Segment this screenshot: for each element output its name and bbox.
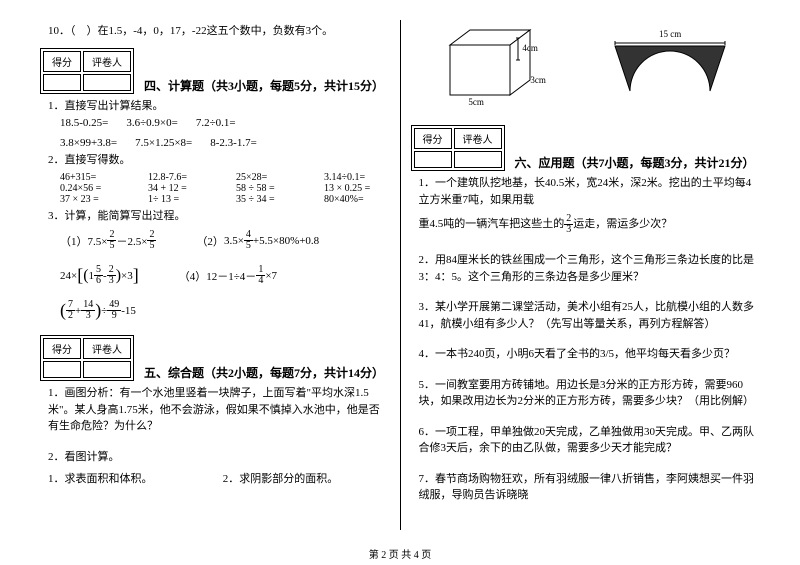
- calc-item: 25×28=: [236, 172, 306, 183]
- q6-1b-pre: 重4.5吨的一辆汽车把这些土的: [419, 216, 565, 233]
- calc-item: 12.8-7.6=: [148, 172, 218, 183]
- calc-item: 3.6÷0.9×0=: [126, 117, 177, 129]
- frac-1-4: 14: [256, 265, 265, 286]
- q4-3-label: 3．计算，能简算写出过程。: [48, 208, 390, 225]
- cube-d: 3cm: [530, 75, 546, 85]
- calc-item: 37 × 23 =: [60, 194, 130, 205]
- frac-49-9: 499: [107, 300, 121, 321]
- q6-1b: 重4.5吨的一辆汽车把这些土的 23 运走，需运多少次？: [419, 214, 673, 235]
- grader-label: 评卷人: [83, 51, 131, 72]
- score-box-4: 得分评卷人: [40, 48, 134, 94]
- q5-1: 1．画图分析：有一个水池里竖着一块牌子，上面写着"平均水深1.5米"。某人身高1…: [48, 385, 390, 435]
- calc-item: 34 + 12 =: [148, 183, 218, 194]
- grader-label: 评卷人: [83, 338, 131, 359]
- calc-item: 7.5×1.25×8=: [135, 137, 192, 149]
- calc-item: 80×40%=: [324, 194, 364, 205]
- calc-item: 58 ÷ 58 =: [236, 183, 306, 194]
- expr4: （4）12－1÷4－ 14 ×7: [179, 265, 277, 286]
- expr1-pre: （1）7.5×: [60, 233, 107, 249]
- section6-header: 得分评卷人 六、应用题（共7小题，每题3分，共计21分）: [411, 125, 761, 171]
- expr2: （2） 3.5× 45 +5.5×80%+0.8: [196, 230, 319, 251]
- expr3: 24× [( 1 56 - 23 ) ×3 ]: [60, 265, 139, 286]
- expr3-pre: 24×: [60, 270, 77, 282]
- expr2-pre: （2）: [196, 233, 224, 249]
- expr5-post: -15: [121, 305, 136, 317]
- calc-item: 13 × 0.25 =: [324, 183, 370, 194]
- expr4-pre: （4）12－1÷4－: [179, 268, 257, 284]
- expr-row-3: ( 72 + 143 ) ÷ 499 -15: [60, 300, 390, 321]
- arch-figure: 15 cm: [610, 29, 730, 96]
- cube-svg: [440, 20, 550, 105]
- calc-item: 35 ÷ 34 =: [236, 194, 306, 205]
- calc-item: 18.5-0.25=: [60, 117, 108, 129]
- frac-5-6: 56: [94, 265, 103, 286]
- q4-1-label: 1．直接写出计算结果。: [48, 98, 390, 115]
- score-box-5: 得分评卷人: [40, 335, 134, 381]
- score-label: 得分: [414, 128, 452, 149]
- section6-title: 六、应用题（共7小题，每题3分，共计21分）: [515, 154, 755, 171]
- q5-2b: 2．求阴影部分的面积。: [223, 471, 390, 488]
- calc-item: 8-2.3-1.7=: [210, 137, 257, 149]
- figures-row: 5cm 4cm 3cm 15 cm: [411, 20, 761, 105]
- cube-w: 5cm: [468, 97, 484, 107]
- q6-1b-post: 运走，需运多少次？: [573, 216, 672, 233]
- score-label: 得分: [43, 338, 81, 359]
- section4-title: 四、计算题（共3小题，每题5分，共计15分）: [144, 77, 384, 94]
- frac-7-2: 72: [66, 300, 75, 321]
- calc-item: 7.2÷0.1=: [196, 117, 236, 129]
- right-column: 5cm 4cm 3cm 15 cm 得分评卷人 六、应用题（: [401, 20, 771, 530]
- q6-3: 3．某小学开展第二课堂活动，美术小组有25人，比航模小组的人数多41，航模小组有…: [419, 299, 761, 332]
- frac-2-3: 23: [107, 265, 116, 286]
- q6-7: 7．春节商场购物狂欢，所有羽绒服一律八折销售，李阿姨想买一件羽绒服，导购员告诉晓…: [419, 471, 761, 504]
- arch-w: 15 cm: [610, 29, 730, 39]
- q4-1-row1: 18.5-0.25= 3.6÷0.9×0= 7.2÷0.1=: [60, 117, 390, 129]
- q4-2-row2: 0.24×56 = 34 + 12 = 58 ÷ 58 = 13 × 0.25 …: [60, 183, 390, 194]
- q4-2-row1: 46+315= 12.8-7.6= 25×28= 3.14÷0.1=: [60, 172, 390, 183]
- expr1: （1）7.5× 25 －2.5× 25: [60, 230, 156, 251]
- q6-4: 4．一本书240页，小明6天看了全书的3/5，他平均每天看多少页？: [419, 346, 761, 363]
- section5-header: 得分评卷人 五、综合题（共2小题，每题7分，共计14分）: [40, 335, 390, 381]
- q5-2: 2．看图计算。: [48, 449, 390, 466]
- frac-2-5: 25: [147, 230, 156, 251]
- left-column: 10．（ ）在1.5，-4，0，17，-22这五个数中，负数有3个。 得分评卷人…: [30, 20, 401, 530]
- expr5: ( 72 + 143 ) ÷ 499 -15: [60, 300, 136, 321]
- q4-1-row2: 3.8×99+3.8= 7.5×1.25×8= 8-2.3-1.7=: [60, 137, 390, 149]
- arch-svg: [610, 41, 730, 96]
- expr-row-2: 24× [( 1 56 - 23 ) ×3 ] （4）12－1÷4－ 14 ×7: [60, 265, 390, 286]
- calc-item: 46+315=: [60, 172, 130, 183]
- q6-6: 6．一项工程，甲单独做20天完成，乙单独做用30天完成。甲、乙两队合修3天后，余…: [419, 424, 761, 457]
- q4-2-label: 2．直接写得数。: [48, 152, 390, 169]
- expr3-b: ×3: [121, 270, 133, 282]
- calc-item: 3.8×99+3.8=: [60, 137, 117, 149]
- frac-2-3: 23: [564, 214, 573, 235]
- section4-header: 得分评卷人 四、计算题（共3小题，每题5分，共计15分）: [40, 48, 390, 94]
- q5-2-sub: 1．求表面积和体积。 2．求阴影部分的面积。: [40, 468, 390, 491]
- expr-row-1: （1）7.5× 25 －2.5× 25 （2） 3.5× 45 +5.5×80%…: [60, 230, 390, 251]
- q6-2: 2．用84厘米长的铁丝围成一个三角形，这个三角形三条边长度的比是3：4：5。这个…: [419, 252, 761, 285]
- q4-2-row3: 37 × 23 = 1÷ 13 = 35 ÷ 34 = 80×40%=: [60, 194, 390, 205]
- page-footer: 第 2 页 共 4 页: [0, 546, 800, 561]
- expr1-mid: －2.5×: [116, 233, 147, 249]
- expr2-b: +5.5×80%+0.8: [253, 235, 319, 247]
- score-box-6: 得分评卷人: [411, 125, 505, 171]
- q5-2a: 1．求表面积和体积。: [48, 471, 215, 488]
- calc-item: 3.14÷0.1=: [324, 172, 365, 183]
- cube-figure: 5cm 4cm 3cm: [440, 20, 550, 105]
- q10: 10．（ ）在1.5，-4，0，17，-22这五个数中，负数有3个。: [48, 23, 390, 40]
- section5-title: 五、综合题（共2小题，每题7分，共计14分）: [144, 364, 384, 381]
- calc-item: 1÷ 13 =: [148, 194, 218, 205]
- frac-2-5: 25: [107, 230, 116, 251]
- expr4-post: ×7: [265, 270, 277, 282]
- q6-5: 5．一间教室要用方砖铺地。用边长是3分米的正方形方砖，需要960块，如果改用边长…: [419, 377, 761, 410]
- grader-label: 评卷人: [454, 128, 502, 149]
- frac-4-5: 45: [244, 230, 253, 251]
- expr2-a: 3.5×: [224, 235, 244, 247]
- q6-1a: 1．一个建筑队挖地基，长40.5米，宽24米，深2米。挖出的土平均每4立方米重7…: [419, 175, 761, 208]
- frac-14-3: 143: [81, 300, 95, 321]
- cube-h: 4cm: [522, 43, 538, 53]
- calc-item: 0.24×56 =: [60, 183, 130, 194]
- score-label: 得分: [43, 51, 81, 72]
